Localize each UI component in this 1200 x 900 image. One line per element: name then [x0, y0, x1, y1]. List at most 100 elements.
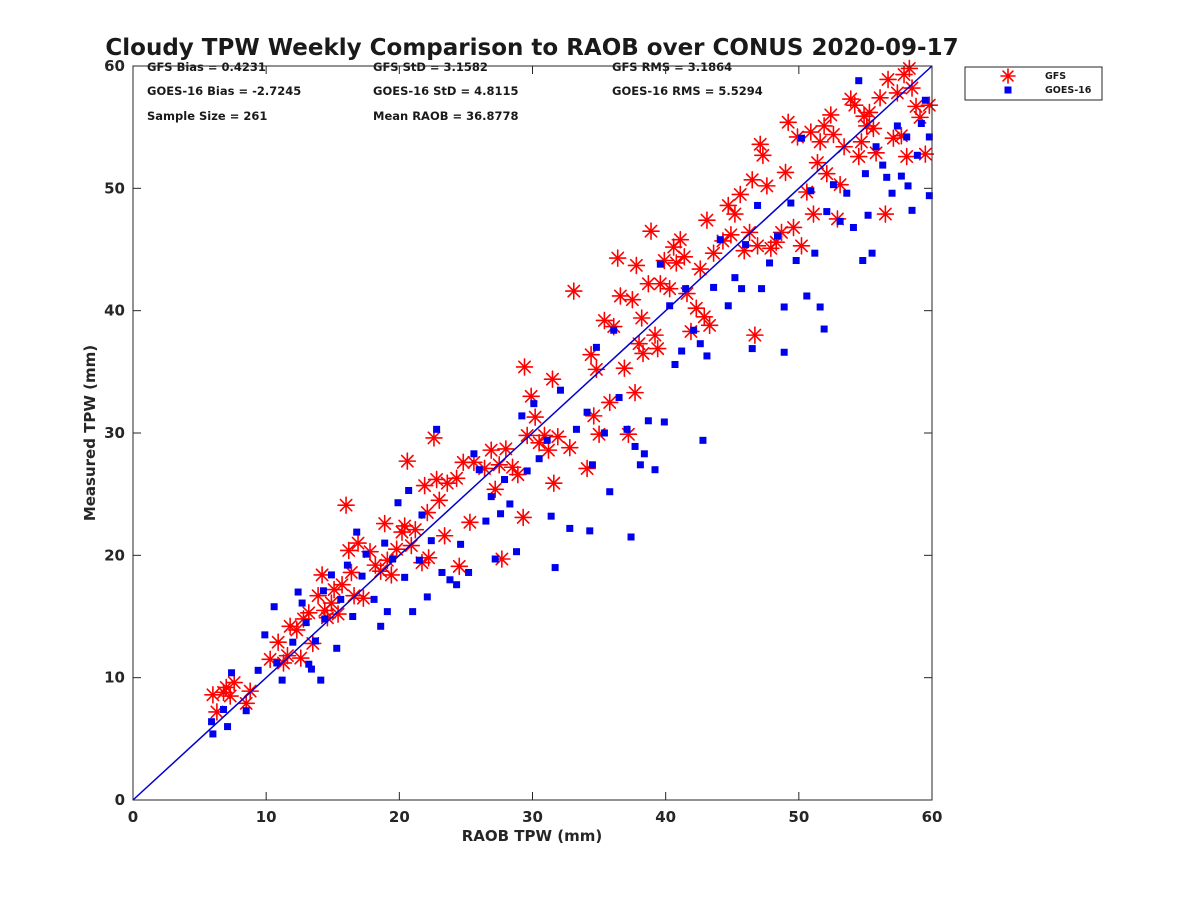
gfs-point [387, 540, 406, 559]
gfs-point [560, 438, 579, 457]
legend-marker-goes16 [1004, 86, 1012, 94]
stat-mean-raob: Mean RAOB = 36.8778 [373, 109, 519, 123]
goes16-point [872, 143, 880, 151]
goes16-point [381, 539, 389, 547]
gfs-point [804, 205, 823, 223]
goes16-point [859, 257, 867, 265]
goes16-point [209, 730, 217, 738]
gfs-point [497, 440, 515, 458]
goes16-point [518, 412, 526, 420]
gfs-point [671, 230, 690, 249]
stat-gfs-std: GFS StD = 3.1582 [373, 60, 488, 74]
goes16-point [879, 161, 887, 169]
goes16-point [627, 533, 635, 541]
y-tick-label: 60 [104, 57, 125, 75]
gfs-point [427, 470, 446, 489]
gfs-point [879, 70, 897, 89]
gfs-point [415, 476, 434, 495]
goes16-point [820, 325, 828, 333]
goes16-point [543, 436, 551, 444]
legend-label-goes16: GOES-16 [1045, 85, 1092, 96]
goes16-point [921, 96, 929, 104]
gfs-point [632, 309, 651, 327]
gfs-point [299, 604, 318, 622]
gfs-point [634, 344, 652, 363]
legend: GFS GOES-16 [964, 66, 1103, 101]
goes16-point [556, 386, 564, 394]
goes16-point [893, 122, 901, 130]
x-tick-label: 40 [655, 808, 676, 826]
gfs-point [333, 575, 351, 594]
gfs-point [871, 89, 889, 107]
gfs-point [402, 536, 421, 555]
gfs-point [354, 589, 373, 607]
goes16-point [228, 669, 236, 677]
goes16-point [327, 571, 335, 579]
gfs-point [821, 106, 840, 124]
goes16-point [513, 548, 521, 556]
gfs-point [430, 491, 449, 510]
gfs-point [808, 153, 827, 172]
goes16-point [261, 631, 269, 639]
gfs-point [611, 287, 630, 305]
x-tick-label: 30 [522, 808, 543, 826]
gfs-point [339, 541, 358, 560]
gfs-point [545, 474, 563, 492]
gfs-point [695, 307, 714, 326]
gfs-point [398, 452, 417, 470]
gfs-point [722, 226, 740, 244]
legend-marker-gfs [1000, 68, 1016, 84]
goes16-point [864, 211, 872, 219]
gfs-point [719, 196, 738, 215]
goes16-point [758, 285, 766, 293]
gfs-point [811, 133, 829, 151]
gfs-point [587, 360, 606, 379]
goes16-point [742, 241, 750, 249]
gfs-point [743, 170, 762, 189]
axis-ticks: 0 10 20 30 40 50 60 0 10 20 30 40 50 60 [104, 57, 942, 826]
x-tick-label: 0 [128, 808, 138, 826]
goes16-point [690, 326, 698, 334]
gfs-point [615, 359, 634, 377]
goes16-point [592, 343, 600, 351]
points-layer [204, 59, 939, 738]
goes16-point [925, 192, 933, 200]
gfs-point [241, 682, 259, 700]
gfs-point [419, 548, 438, 567]
stat-goes-rms: GOES-16 RMS = 5.5294 [612, 84, 763, 98]
gfs-point [490, 456, 509, 474]
goes16-point [242, 707, 250, 715]
goes16-point [766, 259, 774, 267]
gfs-point [667, 254, 686, 272]
goes16-point [353, 528, 361, 536]
legend-square-icon [1004, 86, 1012, 94]
gfs-point [329, 605, 347, 623]
stat-goes-bias: GOES-16 Bias = -2.7245 [147, 84, 301, 98]
gfs-point [876, 205, 895, 223]
goes16-point [482, 517, 490, 525]
goes16-point [453, 581, 461, 589]
goes16-point [547, 512, 555, 520]
gfs-point [375, 514, 394, 533]
gfs-point [776, 163, 795, 182]
gfs-point [792, 237, 811, 255]
gfs-point [322, 594, 341, 612]
gfs-point [486, 480, 505, 499]
goes16-point [631, 442, 639, 450]
goes16-point [523, 467, 531, 475]
goes16-point [748, 345, 756, 353]
goes16-point [883, 173, 891, 181]
gfs-point [608, 249, 627, 267]
goes16-point [470, 450, 478, 458]
goes16-point [535, 455, 543, 463]
gfs-point [648, 339, 667, 358]
y-axis-label: Measured TPW (mm) [81, 345, 99, 521]
goes16-point [696, 340, 704, 348]
goes16-point [678, 347, 686, 355]
gfs-point [287, 621, 306, 639]
goes16-point [792, 257, 800, 265]
goes16-point [606, 488, 614, 496]
gfs-point [564, 282, 583, 300]
goes16-point [731, 274, 739, 282]
